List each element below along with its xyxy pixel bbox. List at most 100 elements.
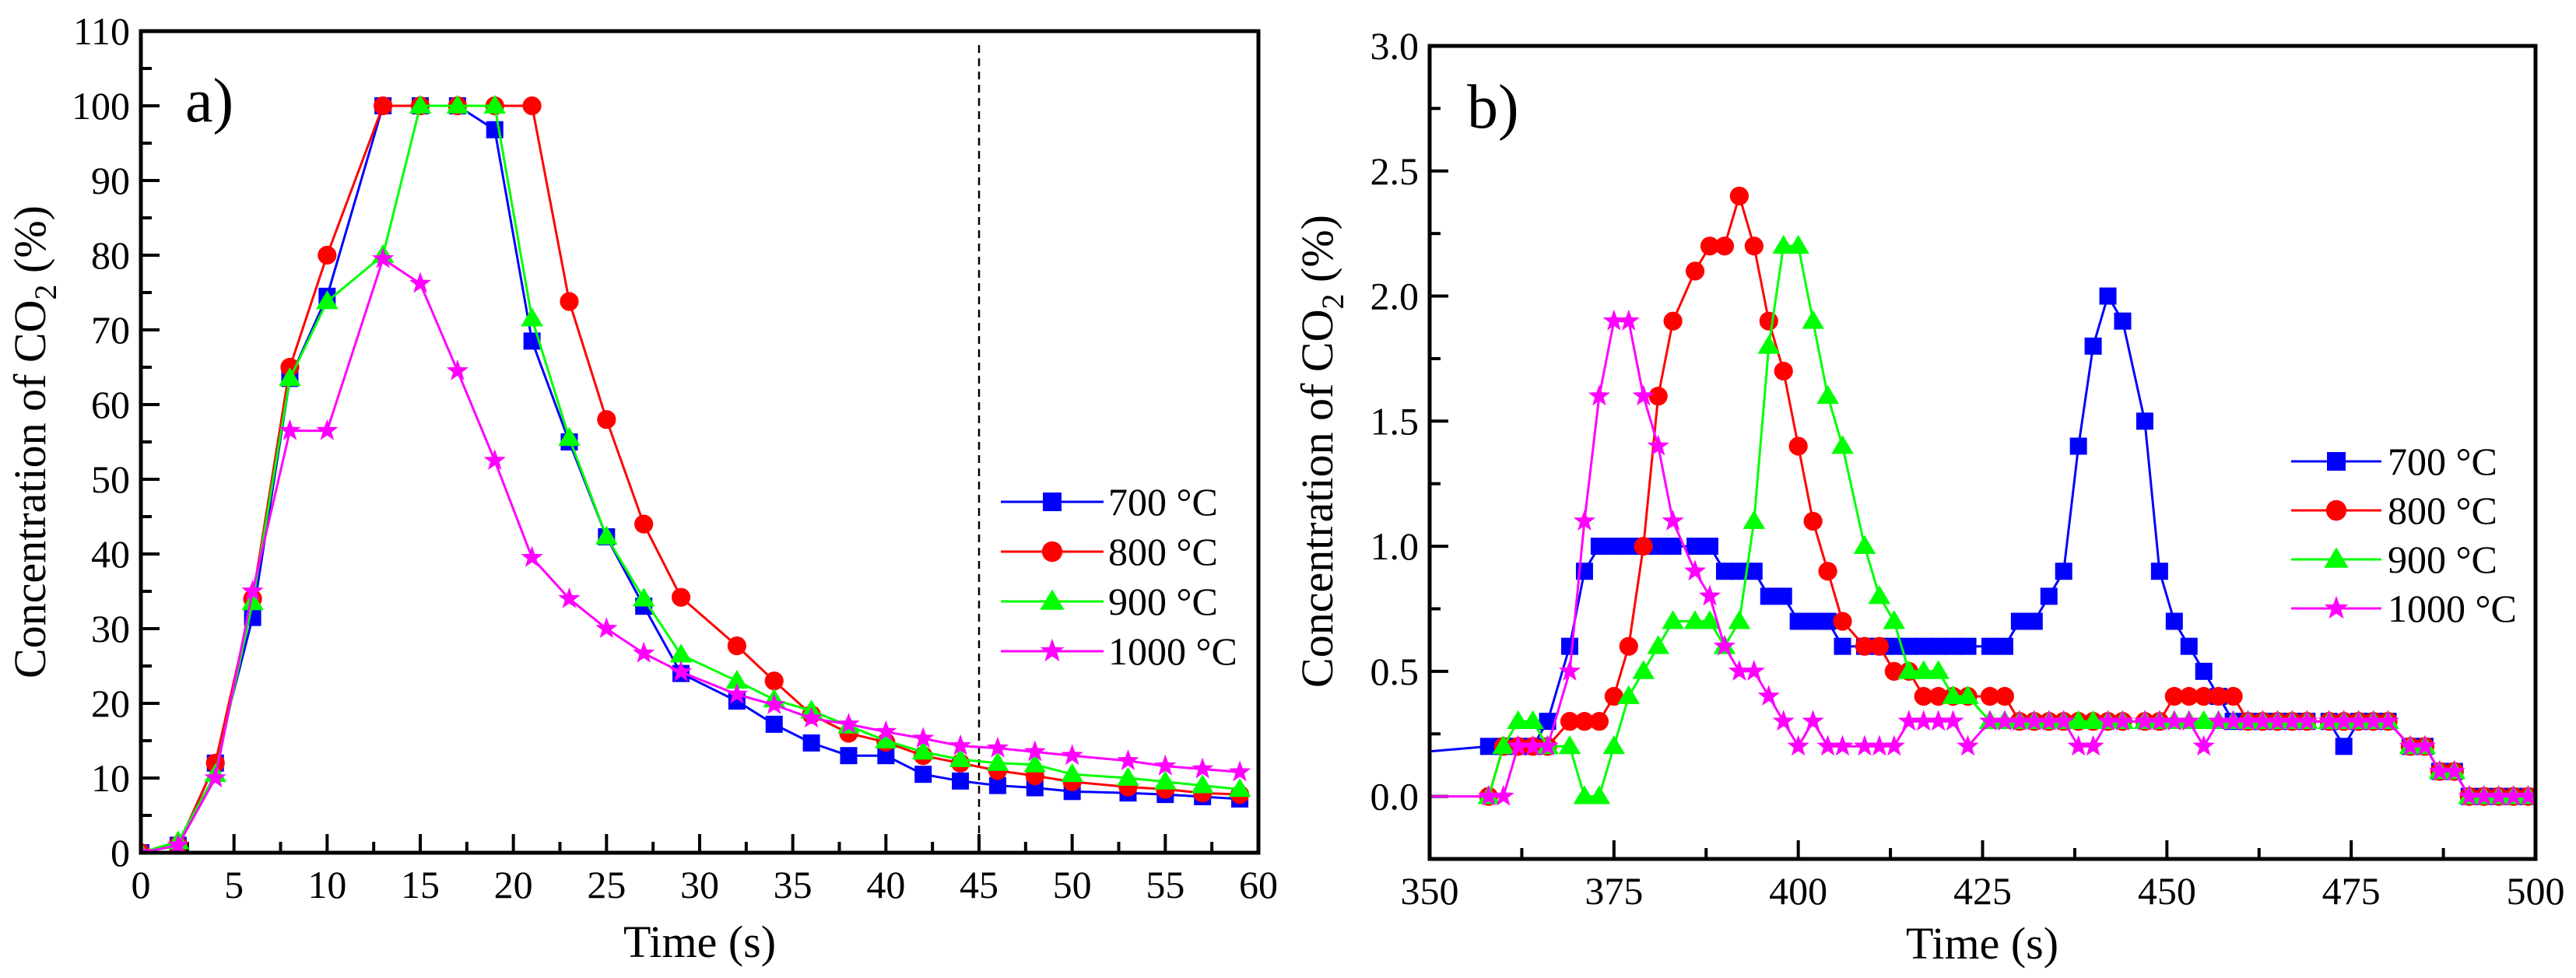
marker-star — [2413, 734, 2436, 756]
marker-triangle — [2192, 710, 2215, 730]
marker-star — [1912, 710, 1935, 731]
x-tick-label: 450 — [2138, 869, 2196, 913]
marker-circle — [1914, 686, 1933, 706]
marker-square — [1774, 587, 1792, 605]
marker-circle — [1619, 636, 1638, 656]
marker-circle — [2179, 686, 2199, 706]
x-tick-label: 475 — [2322, 869, 2381, 913]
legend-label: 800 °C — [2388, 489, 2497, 532]
legend-entry: 900 °C — [2291, 538, 2497, 581]
marker-circle — [1700, 237, 1720, 256]
marker-circle — [2325, 500, 2347, 521]
marker-square — [1789, 612, 1807, 630]
marker-circle — [1884, 661, 1904, 681]
marker-triangle — [2082, 710, 2104, 730]
marker-triangle — [1573, 785, 1596, 804]
marker-star — [1757, 685, 1780, 706]
marker-star — [521, 545, 543, 567]
marker-triangle — [1558, 735, 1581, 755]
marker-star — [1713, 634, 1736, 656]
marker-circle — [1714, 237, 1735, 256]
marker-star — [2023, 710, 2045, 731]
marker-triangle — [986, 752, 1009, 771]
x-tick-label: 5 — [224, 863, 244, 906]
marker-square — [2136, 412, 2153, 430]
x-tick-label: 0 — [132, 863, 151, 906]
plot-area — [141, 94, 1251, 853]
marker-triangle — [632, 587, 655, 607]
marker-square — [1929, 637, 1947, 655]
marker-square — [2084, 337, 2102, 355]
legend-entry: 800 °C — [2291, 489, 2497, 532]
marker-star — [1787, 734, 1809, 756]
x-tick-label: 400 — [1769, 869, 1827, 913]
marker-star — [1868, 734, 1890, 756]
x-tick-label: 350 — [1401, 869, 1459, 913]
marker-star — [2318, 710, 2340, 731]
marker-triangle — [1853, 535, 1876, 554]
legend-entry: 1000 °C — [2291, 587, 2517, 630]
marker-triangle — [558, 426, 581, 447]
marker-star — [1853, 734, 1876, 756]
marker-star — [241, 580, 264, 601]
x-tick-label: 55 — [1146, 863, 1184, 906]
y-tick-label: 80 — [91, 233, 130, 277]
marker-square — [1700, 538, 1718, 556]
x-tick-label: 425 — [1953, 869, 2012, 913]
x-tick-label: 25 — [587, 863, 626, 906]
marker-star — [2163, 710, 2185, 731]
y-tick-label: 1.5 — [1370, 399, 1420, 443]
marker-triangle — [1588, 785, 1611, 804]
marker-square — [1804, 612, 1822, 630]
x-tick-label: 35 — [774, 863, 812, 906]
marker-star — [1536, 734, 1559, 756]
marker-triangle — [949, 748, 972, 767]
marker-star — [2487, 784, 2510, 806]
plot-frame — [1427, 44, 2538, 861]
marker-triangle — [1191, 774, 1214, 794]
marker-circle — [1560, 712, 1580, 731]
marker-star — [2251, 710, 2274, 731]
marker-star — [1191, 757, 1214, 779]
y-axis-title-a: Concentration of CO2 (%) — [5, 205, 63, 678]
marker-triangle — [1897, 660, 1921, 679]
marker-triangle — [1617, 685, 1641, 704]
marker-star — [1117, 749, 1139, 770]
marker-star — [316, 419, 339, 440]
marker-square — [1885, 637, 1903, 655]
x-tick-label: 60 — [1239, 863, 1278, 906]
panel-label-a: a) — [185, 67, 233, 135]
marker-square — [2040, 587, 2058, 605]
marker-circle — [1604, 686, 1623, 706]
marker-square — [1995, 637, 2013, 655]
marker-star — [875, 720, 897, 741]
marker-triangle — [2067, 710, 2090, 730]
marker-circle — [2209, 686, 2228, 706]
marker-square — [840, 747, 858, 765]
y-tick-label: 0.0 — [1370, 775, 1420, 819]
marker-star — [1588, 384, 1610, 406]
series-1000C — [1430, 309, 2536, 806]
y-tick-label: 20 — [91, 682, 130, 725]
marker-star — [2472, 784, 2495, 806]
chart-b: b) Time (s) Concentration of CO2 (%) 350… — [1292, 24, 2565, 969]
marker-star — [1728, 660, 1750, 681]
x-axis-title-b: Time (s) — [1906, 918, 2058, 969]
legend-entry: 700 °C — [2291, 440, 2497, 483]
marker-triangle — [316, 290, 339, 310]
marker-circle — [2194, 686, 2213, 706]
marker-star — [1993, 710, 2016, 731]
marker-star — [2443, 759, 2465, 781]
marker-star — [1742, 660, 1765, 681]
y-tick-label: 2.0 — [1370, 275, 1420, 318]
marker-star — [1698, 584, 1721, 606]
y-tick-label: 40 — [91, 532, 130, 576]
legend-entry: 900 °C — [1001, 580, 1218, 623]
x-axis-title-a: Time (s) — [623, 917, 776, 967]
marker-circle — [764, 671, 784, 691]
marker-star — [1492, 784, 1514, 806]
legend-label: 800 °C — [1108, 530, 1218, 573]
marker-square — [1560, 637, 1578, 655]
marker-triangle — [1787, 234, 1809, 254]
